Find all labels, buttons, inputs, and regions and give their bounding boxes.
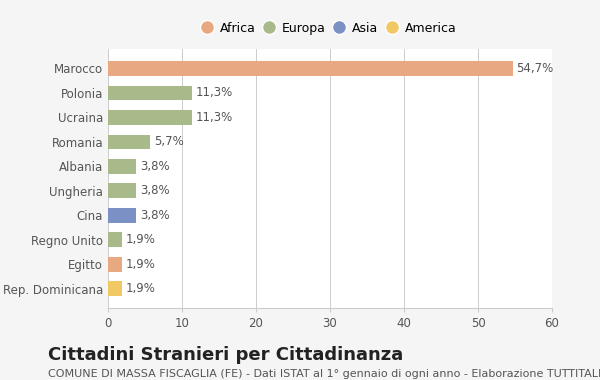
Text: 3,8%: 3,8% xyxy=(140,160,169,173)
Text: 1,9%: 1,9% xyxy=(126,233,155,246)
Text: 3,8%: 3,8% xyxy=(140,209,169,222)
Bar xyxy=(108,233,122,247)
Text: COMUNE DI MASSA FISCAGLIA (FE) - Dati ISTAT al 1° gennaio di ogni anno - Elabora: COMUNE DI MASSA FISCAGLIA (FE) - Dati IS… xyxy=(48,369,600,378)
Bar xyxy=(108,184,136,198)
Bar xyxy=(108,159,136,174)
Bar xyxy=(108,86,191,100)
Text: 5,7%: 5,7% xyxy=(154,135,184,149)
Bar xyxy=(108,61,513,76)
Bar xyxy=(108,110,191,125)
Text: Cittadini Stranieri per Cittadinanza: Cittadini Stranieri per Cittadinanza xyxy=(48,346,403,364)
Bar xyxy=(108,135,150,149)
Text: 3,8%: 3,8% xyxy=(140,184,169,197)
Bar xyxy=(108,208,136,223)
Bar xyxy=(108,281,122,296)
Legend: Africa, Europa, Asia, America: Africa, Europa, Asia, America xyxy=(199,17,461,40)
Text: 11,3%: 11,3% xyxy=(196,111,233,124)
Bar xyxy=(108,257,122,272)
Text: 1,9%: 1,9% xyxy=(126,258,155,271)
Text: 1,9%: 1,9% xyxy=(126,282,155,295)
Text: 11,3%: 11,3% xyxy=(196,87,233,100)
Text: 54,7%: 54,7% xyxy=(517,62,554,75)
